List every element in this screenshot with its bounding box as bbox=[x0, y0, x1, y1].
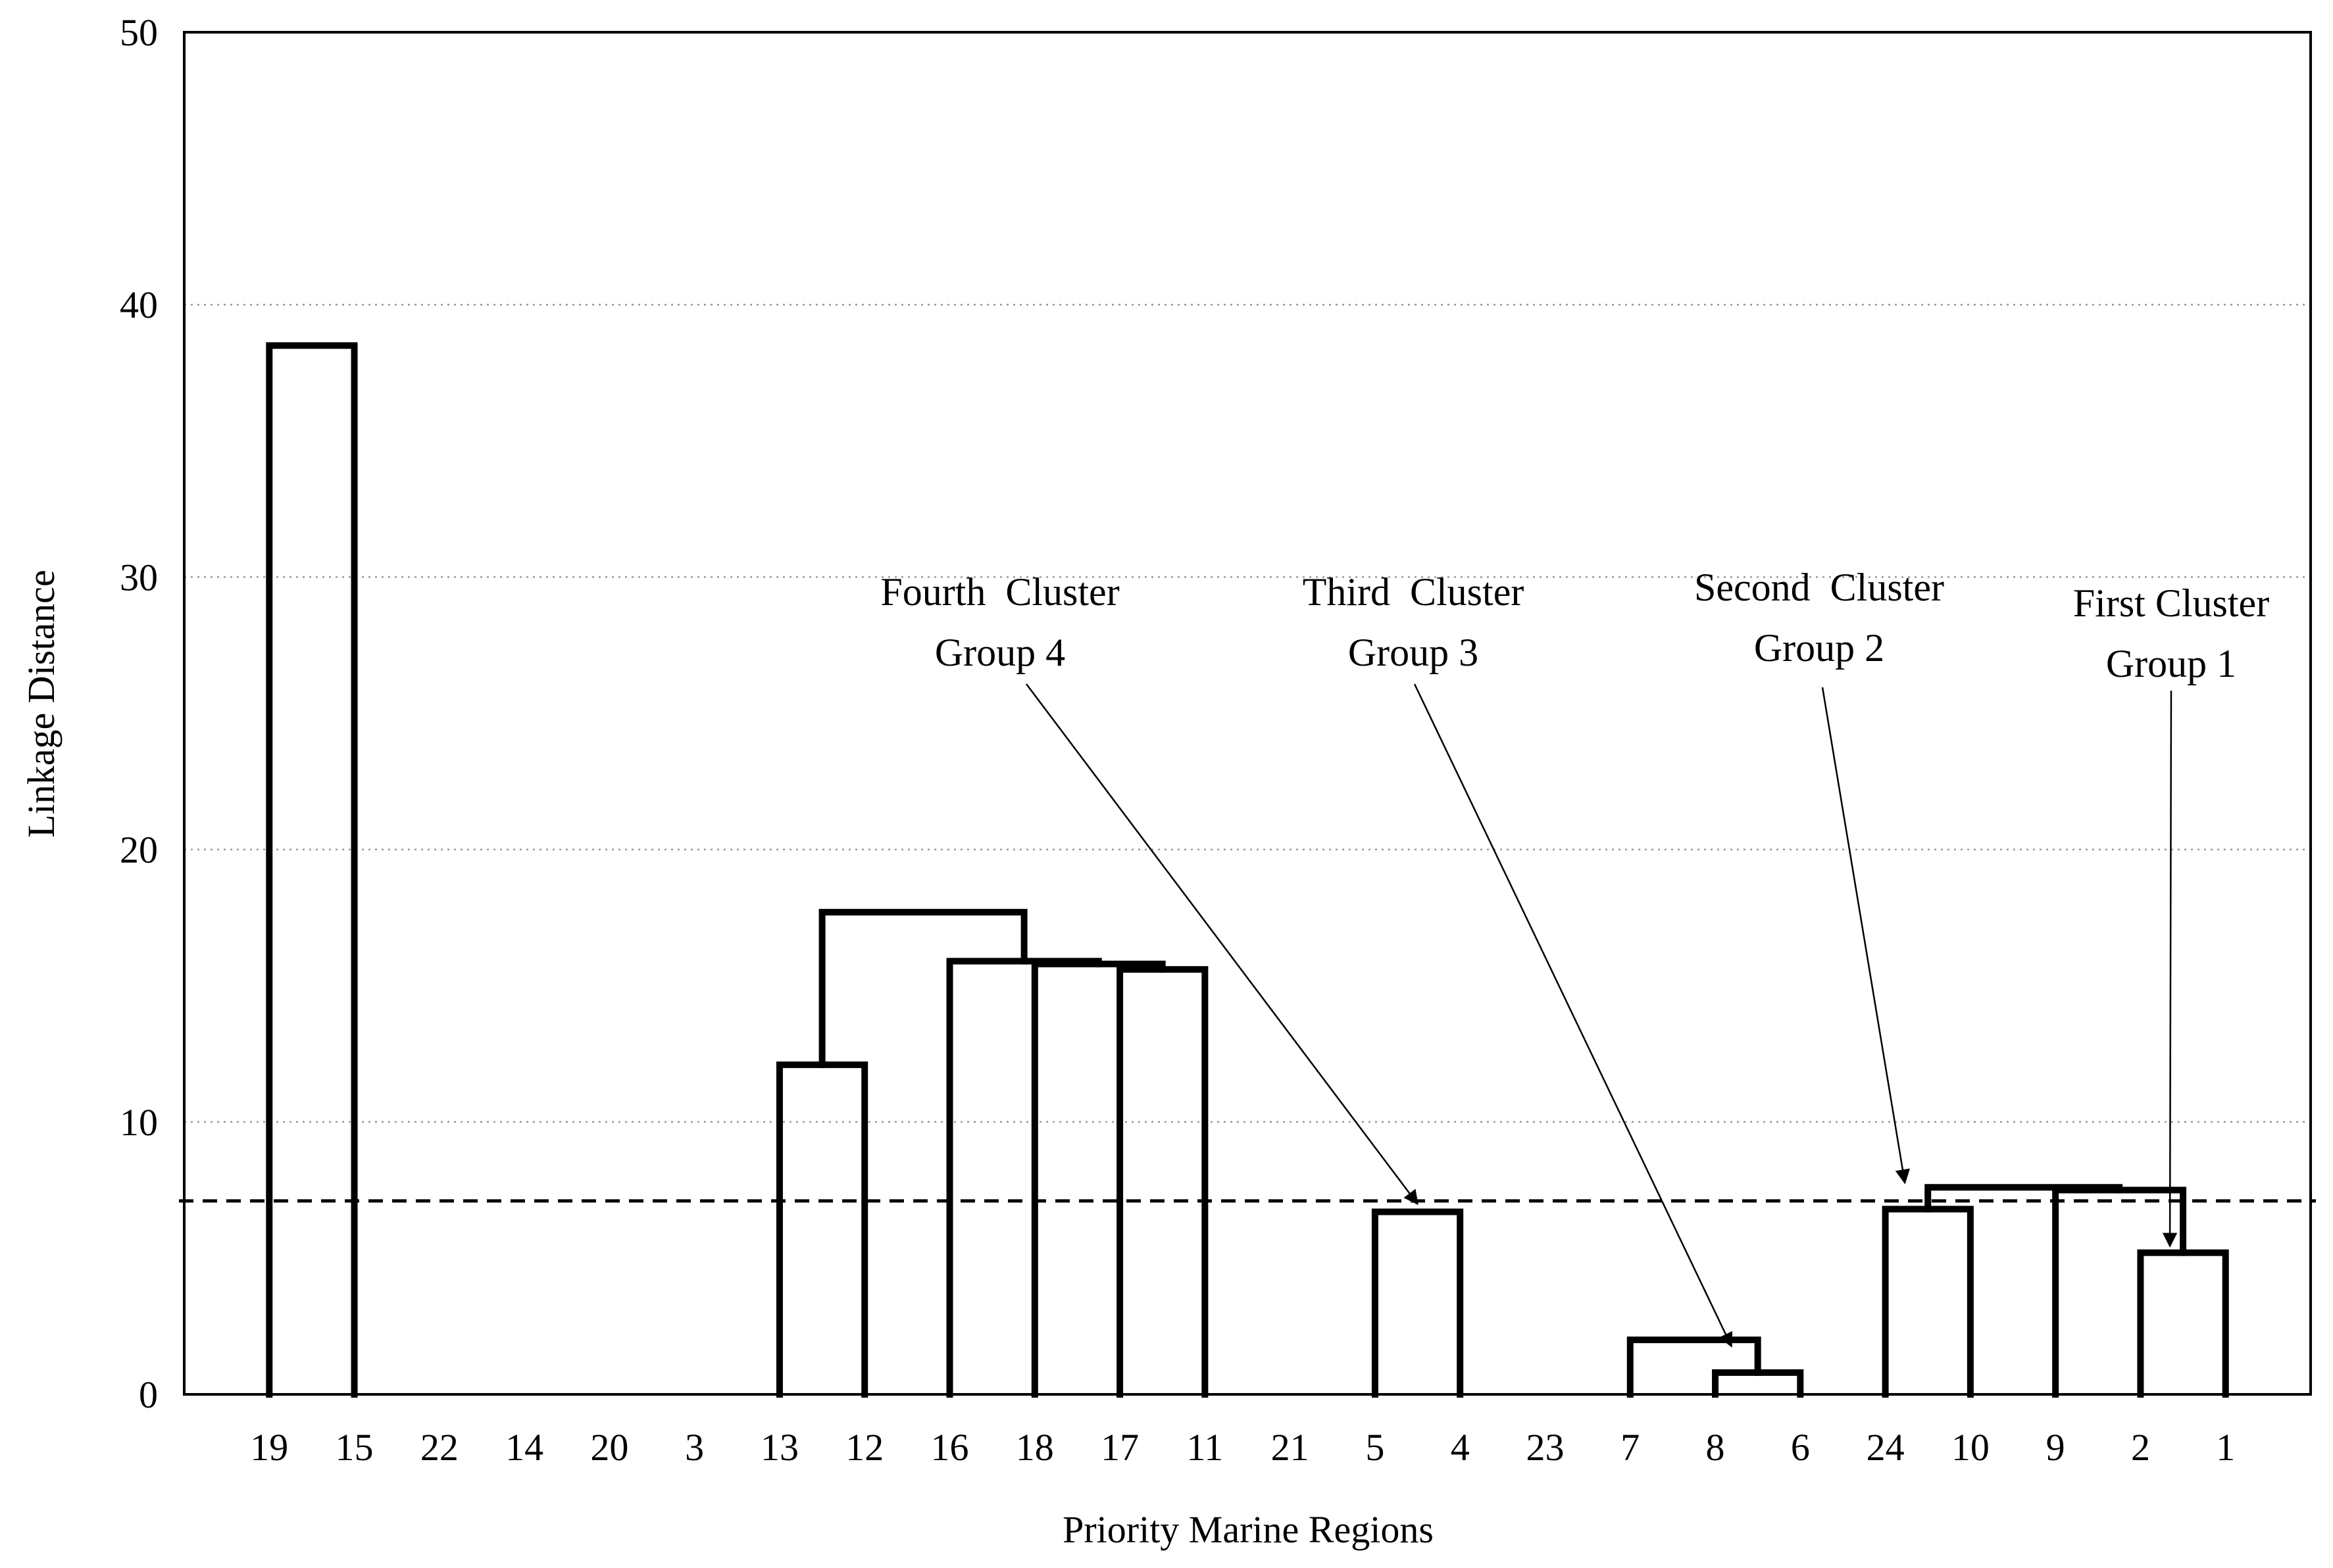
leaf-label: 21 bbox=[1271, 1426, 1309, 1469]
leaf-label: 13 bbox=[761, 1426, 799, 1469]
leaf-label: 1 bbox=[2216, 1426, 2235, 1469]
leaf-label: 12 bbox=[845, 1426, 884, 1469]
annotation-group: Group 3 bbox=[1348, 631, 1478, 674]
dendrogram-link bbox=[2052, 1187, 2187, 1398]
y-tick-labels: 0 10 20 30 40 50 bbox=[120, 11, 158, 1416]
leaf-label: 9 bbox=[2046, 1426, 2065, 1469]
leaf-label: 20 bbox=[590, 1426, 628, 1469]
leaf-label: 19 bbox=[250, 1426, 288, 1469]
leaf-label: 23 bbox=[1526, 1426, 1564, 1469]
annotation-arrow bbox=[1413, 683, 1733, 1348]
leaf-label: 17 bbox=[1101, 1426, 1139, 1469]
leaf-label: 24 bbox=[1867, 1426, 1905, 1469]
leaf-label: 11 bbox=[1186, 1426, 1223, 1469]
leaf-label: 3 bbox=[685, 1426, 704, 1469]
dendrogram-link bbox=[1031, 960, 1166, 1398]
dendrogram-link bbox=[1371, 1208, 1464, 1398]
annotation-arrow bbox=[2162, 690, 2178, 1248]
leaf-label: 6 bbox=[1791, 1426, 1810, 1469]
x-axis-label: Priority Marine Regions bbox=[1063, 1508, 1434, 1551]
annotation-arrow bbox=[1026, 683, 1418, 1206]
y-tick-label: 40 bbox=[120, 283, 158, 326]
annotation-title: Fourth Cluster bbox=[880, 570, 1119, 614]
dendrogram-link bbox=[1924, 1184, 2123, 1213]
y-axis-label: Linkage Distance bbox=[20, 570, 63, 837]
dendrogram-link bbox=[946, 958, 1102, 1398]
annotation-group: Group 4 bbox=[935, 631, 1065, 674]
y-tick-label: 30 bbox=[120, 556, 158, 599]
leaf-label: 16 bbox=[931, 1426, 969, 1469]
annotation-title: Third Cluster bbox=[1303, 570, 1524, 614]
annotation-title: Second Cluster bbox=[1694, 566, 1944, 609]
dendrogram-link bbox=[818, 908, 1028, 1068]
leaf-label: 4 bbox=[1451, 1426, 1470, 1469]
leaf-label: 18 bbox=[1016, 1426, 1054, 1469]
dendrogram-link bbox=[1116, 966, 1209, 1398]
dendrogram-link bbox=[2137, 1249, 2229, 1398]
y-tick-label: 50 bbox=[120, 11, 158, 54]
leaf-label: 7 bbox=[1620, 1426, 1640, 1469]
leaf-label: 10 bbox=[1951, 1426, 1990, 1469]
annotation-group: Group 1 bbox=[2106, 642, 2236, 685]
plot-frame bbox=[183, 31, 2312, 1396]
dendrogram-link bbox=[1882, 1206, 1974, 1398]
y-tick-label: 20 bbox=[120, 829, 158, 871]
x-tick-labels: 19 15 22 14 20 3 13 12 16 18 17 11 21 5 4 23 7 8 6 24 10 9 2 1 bbox=[250, 1426, 2235, 1469]
dendrogram-links bbox=[266, 342, 2229, 1398]
dendrogram-link bbox=[776, 1061, 868, 1398]
leaf-label: 22 bbox=[420, 1426, 459, 1469]
grid-lines bbox=[184, 303, 2311, 1123]
leaf-label: 15 bbox=[336, 1426, 374, 1469]
leaf-label: 5 bbox=[1365, 1426, 1384, 1469]
annotation-title: First Cluster bbox=[2073, 581, 2269, 625]
y-tick-label: 0 bbox=[139, 1373, 158, 1416]
annotation-arrow bbox=[1821, 687, 1911, 1185]
leaf-label: 8 bbox=[1706, 1426, 1725, 1469]
dendrogram-link bbox=[1626, 1336, 1761, 1398]
y-tick-label: 10 bbox=[120, 1101, 158, 1144]
annotation-group: Group 2 bbox=[1754, 626, 1884, 670]
cluster-annotations: Fourth Cluster Group 4 Third Cluster Group … bbox=[880, 566, 2269, 1348]
leaf-label: 14 bbox=[505, 1426, 543, 1469]
dendrogram-link bbox=[266, 342, 358, 1398]
leaf-label: 2 bbox=[2131, 1426, 2150, 1469]
